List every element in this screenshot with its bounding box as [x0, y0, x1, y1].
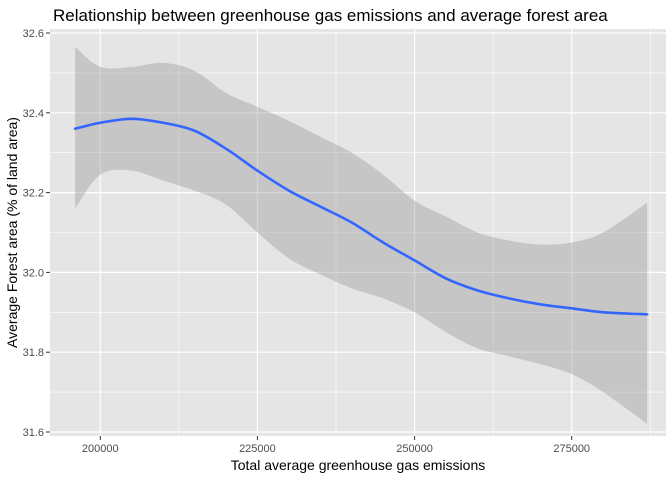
y-tick-label: 32.6 — [23, 28, 44, 40]
smooth-line-layer — [73, 117, 649, 316]
y-tick-label: 31.6 — [23, 427, 44, 439]
y-axis-title: Average Forest area (% of land area) — [4, 117, 20, 348]
chart-title: Relationship between greenhouse gas emis… — [53, 6, 608, 25]
x-tick-label: 250000 — [396, 443, 433, 455]
smooth-trend-line — [73, 117, 649, 316]
x-axis-title: Total average greenhouse gas emissions — [231, 457, 486, 473]
confidence-band — [75, 46, 648, 425]
confidence-band-layer — [75, 46, 648, 425]
y-tick-label: 32.0 — [23, 267, 44, 279]
x-tick-label: 200000 — [82, 443, 119, 455]
y-tick-label: 32.2 — [23, 188, 44, 200]
major-grid — [50, 29, 666, 436]
y-tick-label: 32.4 — [23, 108, 44, 120]
x-axis: 200000 225000 250000 275000 — [82, 436, 590, 455]
y-tick-label: 31.8 — [23, 347, 44, 359]
x-tick-label: 275000 — [553, 443, 590, 455]
y-axis: 31.6 31.8 32.0 32.2 32.4 32.6 — [23, 28, 50, 439]
minor-grid — [50, 29, 666, 436]
x-tick-label: 225000 — [239, 443, 276, 455]
